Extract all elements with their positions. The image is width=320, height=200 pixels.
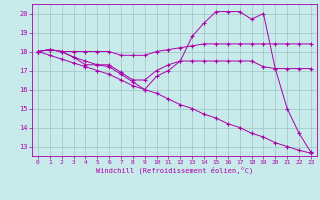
- X-axis label: Windchill (Refroidissement éolien,°C): Windchill (Refroidissement éolien,°C): [96, 167, 253, 174]
